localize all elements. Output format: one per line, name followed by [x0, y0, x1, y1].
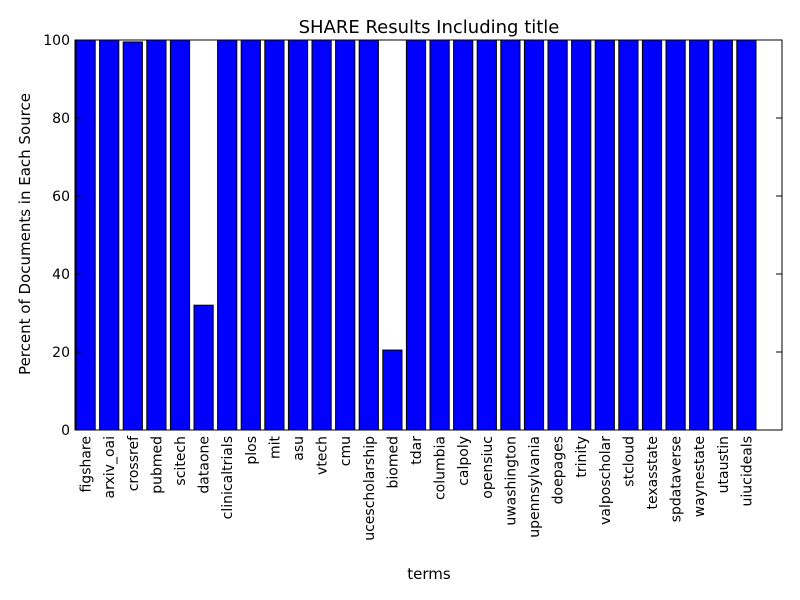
- bar-clinicaltrials: [217, 39, 238, 431]
- x-tick-label: opensiuc: [480, 436, 496, 499]
- x-tick-label: mit: [267, 436, 283, 460]
- x-tick-label: pubmed: [149, 436, 165, 494]
- y-tick-label: 0: [61, 423, 70, 439]
- x-tick-label: upennsylvania: [527, 436, 543, 538]
- bar-utaustin: [712, 39, 733, 431]
- y-tick-label: 60: [52, 189, 70, 205]
- x-tick-label: trinity: [574, 436, 590, 478]
- y-tick-label: 100: [43, 33, 70, 49]
- bar-uiucideals: [736, 39, 757, 431]
- bar-trinity: [571, 39, 592, 431]
- x-tick-label: uwashington: [503, 436, 519, 526]
- x-tick-label: texasstate: [645, 436, 661, 509]
- x-tick-label: utaustin: [716, 436, 732, 493]
- x-tick-label: cmu: [338, 436, 354, 466]
- y-tick-label: 80: [52, 111, 70, 127]
- x-tick-label: crossref: [126, 435, 142, 491]
- bar-vtech: [311, 39, 332, 431]
- bar-dataone: [193, 304, 214, 431]
- x-tick-label: ucescholarship: [362, 436, 378, 541]
- x-tick-label: columbia: [433, 436, 449, 500]
- bar-scitech: [169, 39, 191, 431]
- bar-plos: [240, 39, 261, 431]
- x-tick-label: spdataverse: [669, 436, 685, 522]
- x-tick-label: uiucideals: [739, 436, 755, 507]
- y-tick-label: 20: [52, 345, 70, 361]
- bar-texasstate: [641, 39, 663, 431]
- bar-columbia: [429, 39, 450, 431]
- bar-cmu: [335, 39, 356, 431]
- bar-tdar: [405, 39, 427, 431]
- bar-doepages: [547, 39, 568, 431]
- bar-upennsylvania: [523, 39, 545, 431]
- bar-ucescholarship: [358, 39, 379, 431]
- x-tick-label: clinicaltrials: [220, 436, 236, 519]
- bars-group: [75, 39, 757, 431]
- y-axis-label: Percent of Documents in Each Source: [16, 93, 34, 375]
- bar-valposcholar: [594, 39, 615, 431]
- bar-mit: [264, 39, 285, 431]
- x-tick-label: figshare: [79, 436, 95, 493]
- x-tick-label: calpoly: [456, 436, 472, 486]
- bar-arxiv_oai: [99, 39, 120, 431]
- bar-waynestate: [689, 39, 710, 431]
- x-tick-label: dataone: [197, 436, 213, 494]
- y-tick-label: 40: [52, 267, 70, 283]
- bar-spdataverse: [665, 39, 686, 431]
- bar-uwashington: [500, 39, 521, 431]
- x-tick-label: scitech: [173, 436, 189, 486]
- x-tick-label: waynestate: [692, 436, 708, 517]
- x-tick-label: arxiv_oai: [102, 436, 118, 498]
- bar-calpoly: [453, 39, 474, 431]
- x-tick-label: stcloud: [621, 436, 637, 487]
- x-tick-label: vtech: [315, 436, 331, 475]
- x-tick-label: plos: [244, 436, 260, 465]
- plot-frame: [74, 39, 783, 431]
- bar-asu: [287, 39, 309, 431]
- bar-opensiuc: [476, 39, 497, 431]
- y-axis-ticks: 0 20 40 60 80 100: [43, 33, 782, 439]
- bar-pubmed: [146, 39, 167, 431]
- x-tick-label: tdar: [409, 436, 425, 465]
- bar-crossref: [122, 41, 143, 431]
- x-tick-label: doepages: [551, 436, 567, 504]
- x-tick-label: asu: [291, 436, 307, 461]
- bar-stcloud: [618, 39, 639, 431]
- x-axis-tick-labels: figshare arxiv_oai crossref pubmed scitech da…: [79, 435, 756, 541]
- bar-biomed: [382, 349, 403, 431]
- x-axis-label: terms: [407, 565, 451, 583]
- chart-title: SHARE Results Including title: [299, 17, 560, 38]
- bar-figshare: [75, 39, 96, 431]
- x-tick-label: valposcholar: [598, 436, 614, 525]
- x-tick-label: biomed: [385, 436, 401, 488]
